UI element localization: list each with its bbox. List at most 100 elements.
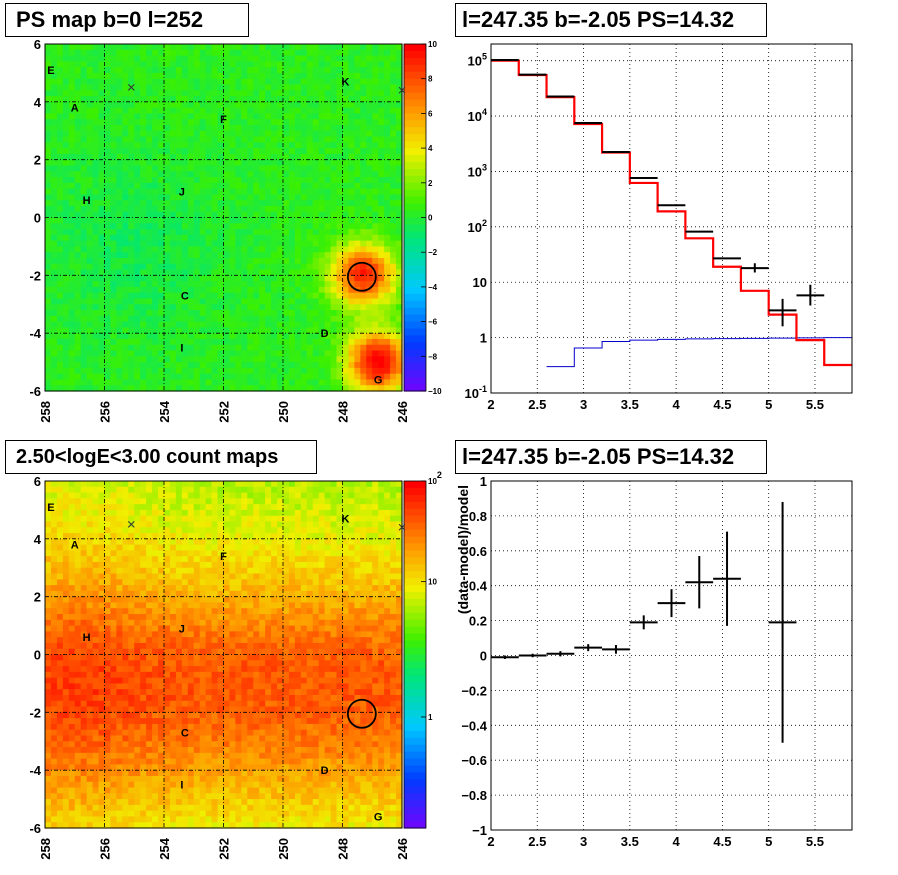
map-pixel: [336, 194, 344, 201]
map-pixel: [134, 119, 141, 126]
map-pixel: [45, 194, 52, 201]
map-pixel: [134, 625, 141, 632]
map-pixel: [348, 321, 355, 328]
map-pixel: [283, 153, 290, 161]
map-pixel: [62, 498, 70, 505]
map-pixel: [86, 781, 94, 789]
map-pixel: [265, 246, 272, 253]
map-pixel: [134, 61, 141, 68]
map-pixel: [175, 130, 183, 138]
map-pixel: [152, 356, 159, 363]
map-pixel: [330, 263, 338, 271]
map-pixel: [116, 648, 123, 656]
map-pixel: [205, 275, 213, 282]
map-pixel: [366, 205, 373, 213]
map-pixel: [158, 119, 165, 126]
map-pixel: [390, 67, 397, 74]
map-pixel: [68, 217, 76, 224]
map-pixel: [98, 333, 106, 340]
map-pixel: [211, 327, 219, 334]
map-pixel: [241, 240, 248, 248]
map-pixel: [110, 608, 117, 615]
map-pixel: [205, 263, 213, 271]
map-pixel: [104, 257, 112, 265]
map-pixel: [164, 596, 171, 604]
map-pixel: [134, 631, 141, 638]
map-pixel: [360, 90, 367, 97]
map-pixel: [62, 107, 70, 114]
map-pixel: [45, 694, 52, 702]
map-pixel: [360, 310, 367, 317]
map-pixel: [241, 200, 248, 207]
map-pixel: [348, 338, 355, 346]
map-pixel: [104, 648, 112, 656]
map-pixel: [360, 350, 367, 357]
map-pixel: [122, 775, 129, 783]
map-pixel: [306, 165, 314, 172]
map-pixel: [211, 315, 219, 323]
map-pixel: [187, 188, 195, 195]
map-pixel: [134, 286, 141, 294]
map-pixel: [378, 96, 385, 103]
map-pixel: [50, 107, 58, 114]
map-pixel: [300, 327, 308, 334]
map-pixel: [324, 72, 332, 80]
map-pixel: [98, 310, 106, 317]
map-pixel: [152, 217, 159, 224]
source-label: K: [341, 77, 349, 89]
map-pixel: [92, 101, 100, 109]
map-pixel: [253, 385, 260, 392]
map-pixel: [211, 310, 219, 317]
map-pixel: [360, 107, 367, 114]
map-pixel: [92, 752, 100, 760]
map-pixel: [146, 775, 153, 783]
colorbar-swatch: [404, 78, 426, 87]
map-pixel: [92, 741, 100, 748]
map-pixel: [211, 292, 219, 300]
map-pixel: [366, 310, 373, 317]
map-pixel: [348, 252, 355, 259]
map-pixel: [396, 72, 403, 80]
map-pixel: [378, 200, 385, 207]
map-pixel: [241, 257, 248, 265]
map-pixel: [68, 101, 76, 109]
map-pixel: [342, 356, 350, 363]
map-pixel: [366, 356, 373, 363]
map-pixel: [92, 712, 100, 719]
map-pixel: [62, 350, 70, 357]
map-pixel: [80, 556, 88, 563]
map-pixel: [80, 625, 88, 632]
map-pixel: [396, 159, 403, 167]
map-pixel: [336, 385, 344, 392]
map-pixel: [348, 153, 355, 161]
map-pixel: [193, 298, 201, 305]
map-pixel: [140, 298, 147, 305]
map-pixel: [277, 304, 284, 311]
map-pixel: [80, 614, 88, 621]
map-pixel: [229, 107, 236, 114]
map-pixel: [306, 350, 314, 357]
map-pixel: [360, 153, 367, 161]
map-pixel: [158, 619, 165, 627]
map-pixel: [98, 379, 106, 386]
map-pixel: [312, 275, 320, 282]
map-pixel: [211, 107, 219, 114]
map-pixel: [158, 338, 165, 346]
map-pixel: [74, 310, 82, 317]
map-pixel: [45, 602, 52, 609]
map-pixel: [288, 119, 296, 126]
map-pixel: [122, 822, 129, 829]
map-pixel: [241, 246, 248, 253]
map-pixel: [217, 234, 225, 242]
map-pixel: [164, 130, 171, 138]
map-pixel: [74, 177, 82, 184]
map-pixel: [235, 84, 242, 91]
map-pixel: [50, 579, 58, 586]
colorbar-swatch: [404, 300, 426, 309]
map-pixel: [74, 362, 82, 369]
map-pixel: [146, 614, 153, 621]
map-pixel: [128, 492, 135, 499]
map-pixel: [158, 492, 165, 499]
map-pixel: [98, 614, 106, 621]
map-pixel: [62, 310, 70, 317]
